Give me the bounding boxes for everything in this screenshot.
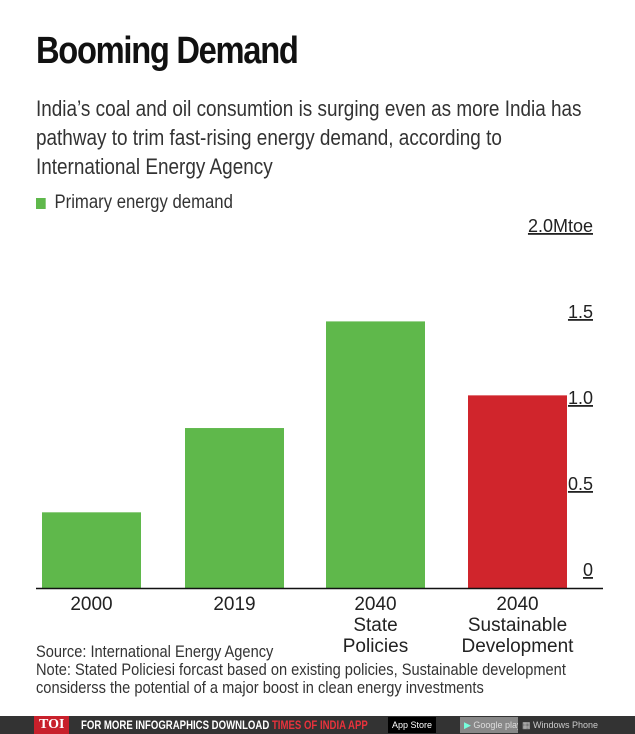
footer-cta: FOR MORE INFOGRAPHICS DOWNLOAD	[81, 718, 273, 732]
y-tick-label: 1.5	[568, 302, 593, 322]
source-note: Source: International Energy Agency Note…	[36, 643, 612, 697]
app-store-label: App Store	[392, 720, 433, 730]
bar-2	[326, 321, 425, 588]
bar-3	[468, 395, 567, 588]
legend-swatch	[36, 197, 46, 209]
y-tick-label: 1.0	[568, 388, 593, 408]
source-text: Source: International Energy Agency	[36, 642, 274, 661]
x-tick-label: Policies	[343, 636, 408, 657]
windows-phone-badge[interactable]: ▦ Windows Phone	[518, 717, 603, 733]
x-tick-label: 2040	[496, 594, 538, 615]
note-text-2: considerss the potential of a major boos…	[36, 678, 484, 697]
footer-text: FOR MORE INFOGRAPHICS DOWNLOAD TIMES OF …	[81, 718, 368, 732]
bar-1	[185, 428, 284, 588]
x-tick-label: State	[353, 615, 397, 636]
x-tick-label: Development	[462, 636, 575, 657]
x-tick-label: 2000	[70, 594, 112, 615]
app-store-badge[interactable]: App Store	[388, 717, 437, 733]
x-tick-label: 2019	[213, 594, 255, 615]
note-text-1: Note: Stated Policiesi forcast based on …	[36, 660, 566, 679]
bar-chart: 2000 2019 2040StatePolicies2040Sustainable…	[36, 216, 603, 657]
bar-0	[42, 512, 141, 588]
windows-label: Windows Phone	[533, 720, 599, 730]
play-icon: ▶	[464, 720, 474, 730]
subtitle: India’s coal and oil consumtion is surgi…	[36, 96, 582, 179]
y-tick-label: 0	[583, 560, 593, 580]
google-play-label: Google play	[473, 720, 522, 730]
x-tick-label: Sustainable	[468, 615, 567, 636]
y-tick-label: 2.0Mtoe	[528, 216, 593, 236]
toi-logo: TOI	[34, 716, 70, 734]
legend: Primary energy demand	[36, 192, 233, 214]
windows-icon: ▦	[522, 720, 534, 730]
page-title: Booming Demand	[36, 30, 299, 72]
footer-app-name[interactable]: TIMES OF INDIA APP	[272, 718, 369, 732]
google-play-badge[interactable]: ▶ Google play	[460, 717, 526, 733]
y-tick-label: 0.5	[568, 474, 593, 494]
legend-label: Primary energy demand	[54, 192, 233, 213]
x-tick-label: 2040	[354, 594, 396, 615]
